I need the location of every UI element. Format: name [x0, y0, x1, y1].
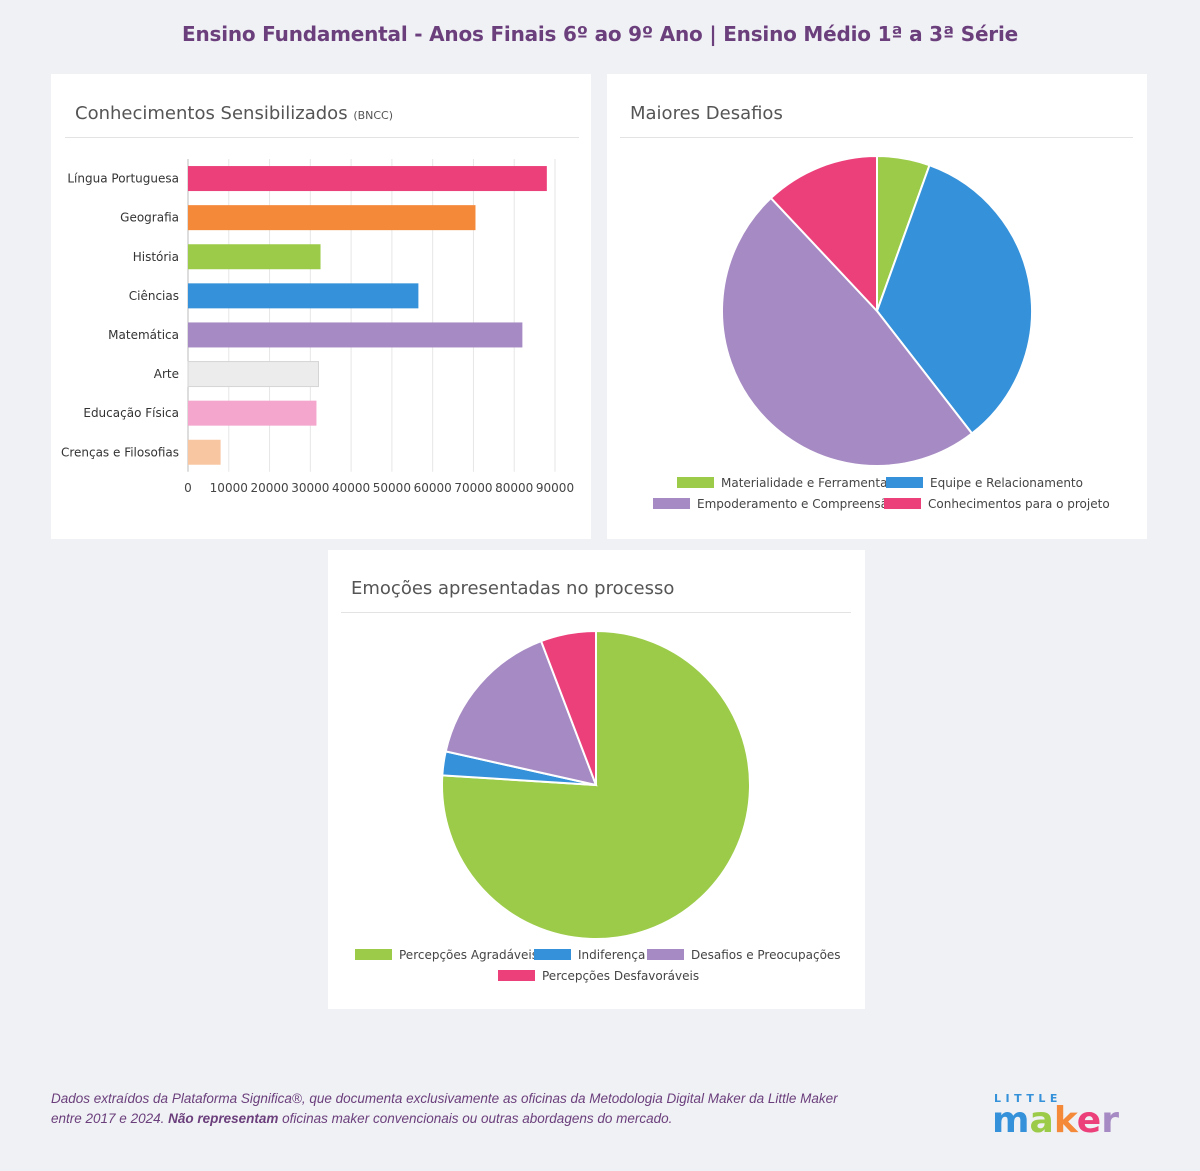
x-tick-label: 90000: [536, 481, 574, 495]
legend-label: Percepções Agradáveis: [399, 948, 538, 962]
bar-arte: [187, 361, 319, 388]
footer-note: Dados extraídos da Plataforma Significa®…: [51, 1089, 951, 1129]
pie-chart-emocoes-card: Emoções apresentadas no processo Percepç…: [328, 550, 865, 1009]
y-tick-label: Educação Física: [83, 406, 179, 420]
pie-desafios-svg: Materialidade e Ferramentas Equipe e Rela…: [653, 154, 1110, 511]
bar-chart-card: Conhecimentos Sensibilizados (BNCC) 0 100…: [51, 74, 591, 539]
little-maker-logo: LITTLE maker: [992, 1092, 1119, 1140]
legend-label: Conhecimentos para o projeto: [928, 497, 1110, 511]
bar-chart-title-suffix: (BNCC): [353, 109, 394, 122]
legend-swatch: [534, 949, 571, 960]
legend-swatch: [884, 498, 921, 509]
legend-swatch: [647, 949, 684, 960]
pie-slice-empoderamento-e-compreensao: [721, 196, 974, 468]
y-tick-label: Ciências: [129, 289, 179, 303]
footer-line-2-bold: Não representam: [168, 1111, 279, 1126]
legend-swatch: [498, 970, 535, 981]
bar-matematica: [188, 322, 523, 348]
footer-line-2-prefix: entre 2017 e 2024.: [51, 1111, 169, 1126]
logo-little-text: LITTLE: [994, 1092, 1062, 1105]
pie-emocoes-svg: Percepções Agradáveis Indiferença Desafios…: [355, 629, 841, 983]
bar-ciencias: [188, 283, 419, 309]
legend-swatch: [886, 477, 923, 488]
bar-chart-divider: [65, 137, 579, 138]
y-tick-label: Crenças e Filosofias: [61, 445, 179, 459]
pie-emocoes-divider: [341, 612, 851, 613]
x-tick-label: 0: [184, 481, 192, 495]
pie-desafios-title: Maiores Desafios: [630, 103, 783, 124]
footer-line-1: Dados extraídos da Plataforma Significa®…: [51, 1091, 838, 1106]
legend-label: Desafios e Preocupações: [691, 948, 841, 962]
bar-chart-title-text: Conhecimentos Sensibilizados: [75, 103, 348, 124]
y-tick-label: Matemática: [108, 328, 179, 342]
legend-label: Equipe e Relacionamento: [930, 476, 1083, 490]
pie-desafios-divider: [620, 137, 1133, 138]
bar-chart-svg: 0 10000 20000 30000 40000 50000 60000 70000 8000…: [61, 159, 574, 495]
footer-line-2: entre 2017 e 2024. Não representam ofici…: [51, 1109, 951, 1129]
legend-label: Percepções Desfavoráveis: [542, 969, 699, 983]
pie-slice-percepcoes-desfavoraveis: [539, 629, 597, 786]
legend-swatch: [653, 498, 690, 509]
bar-lingua-portuguesa: [188, 166, 547, 192]
footer-line-2-suffix: oficinas maker convencionais ou outras a…: [278, 1111, 673, 1126]
x-tick-label: 60000: [414, 481, 452, 495]
y-tick-label: História: [133, 250, 179, 264]
x-tick-label: 10000: [210, 481, 248, 495]
pie-slice-desafios-e-preocupacoes: [444, 639, 598, 787]
pie-slice-equipe-e-relacionamento: [875, 163, 1033, 435]
legend-label: Empoderamento e Compreensão: [697, 497, 895, 511]
logo-maker-text: maker: [992, 1100, 1119, 1140]
y-tick-label: Arte: [154, 367, 179, 381]
x-tick-label: 80000: [495, 481, 533, 495]
pie-slice-conhecimentos-para-o-projeto: [769, 154, 878, 314]
bar-crencas-e-filosofias: [188, 439, 221, 465]
x-tick-label: 50000: [373, 481, 411, 495]
bar-chart-title: Conhecimentos Sensibilizados (BNCC): [75, 103, 393, 124]
x-tick-label: 70000: [454, 481, 492, 495]
x-tick-label: 30000: [291, 481, 329, 495]
pie-emocoes-title: Emoções apresentadas no processo: [351, 578, 675, 599]
x-tick-label: 40000: [332, 481, 370, 495]
x-tick-label: 20000: [250, 481, 288, 495]
legend-label: Indiferença: [578, 948, 645, 962]
bar-historia: [188, 244, 321, 270]
y-tick-label: Geografia: [120, 211, 179, 225]
pie-slice-percepcoes-agradaveis: [441, 629, 751, 940]
page-title: Ensino Fundamental - Anos Finais 6º ao 9…: [181, 22, 1018, 46]
bar-educacao-fisica: [188, 400, 317, 426]
pie-chart-desafios-card: Maiores Desafios Materialidade e Ferrame…: [607, 74, 1147, 539]
y-tick-label: Língua Portuguesa: [67, 172, 179, 186]
legend-swatch: [355, 949, 392, 960]
bar-geografia: [188, 205, 476, 231]
legend-label: Materialidade e Ferramentas: [721, 476, 894, 490]
legend-swatch: [677, 477, 714, 488]
